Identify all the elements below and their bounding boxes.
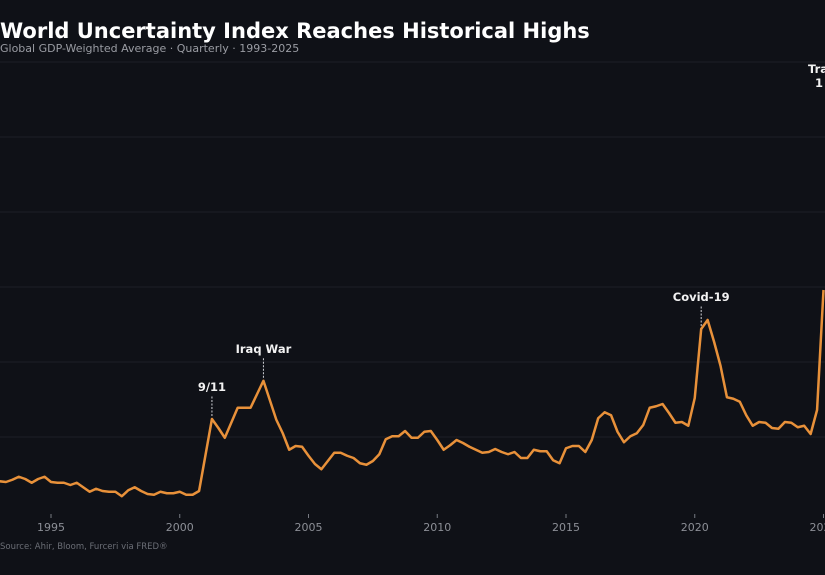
annotation-label: Iraq War [236,342,292,356]
x-tick-label: 2000 [166,521,194,534]
annotation-label: Covid-19 [673,290,730,304]
chart-subtitle: Global GDP-Weighted Average · Quarterly … [0,42,300,55]
uncertainty-index-line [0,289,825,498]
x-tick-label: 2025 [810,521,825,534]
source-note: Source: Ahir, Bloom, Furceri via FRED® [0,542,168,552]
annotation-label: 9/11 [198,380,226,394]
x-tick-label: 2010 [423,521,451,534]
annotation-label: Tra [808,62,825,76]
x-tick-label: 1995 [37,521,65,534]
chart-title: World Uncertainty Index Reaches Historic… [0,19,590,43]
annotation-value: 1 [815,76,823,90]
x-tick-label: 2015 [552,521,580,534]
x-tick-label: 2005 [295,521,323,534]
x-tick-label: 2020 [681,521,709,534]
